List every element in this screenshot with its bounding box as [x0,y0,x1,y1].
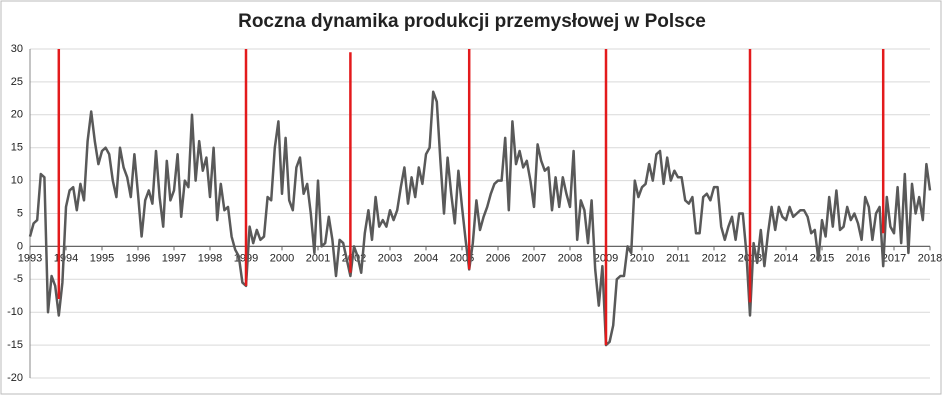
x-tick-label: 2017 [882,252,906,264]
x-tick-label: 2014 [774,252,798,264]
y-tick-label: 5 [17,207,23,219]
y-tick-label: 15 [11,142,23,154]
x-tick-label: 1993 [18,252,42,264]
x-tick-label: 2006 [486,252,510,264]
x-tick-label: 2004 [414,252,438,264]
y-tick-label: 25 [11,76,23,88]
x-tick-label: 2001 [306,252,330,264]
x-tick-label: 1994 [54,252,78,264]
x-tick-label: 1996 [126,252,150,264]
x-tick-label: 2000 [270,252,294,264]
y-tick-label: 30 [11,43,23,55]
y-tick-label: -5 [13,273,23,285]
x-tick-label: 2010 [630,252,654,264]
x-tick-label: 1995 [90,252,114,264]
x-tick-label: 2018 [918,252,942,264]
data-line [28,90,932,347]
x-tick-label: 2012 [702,252,726,264]
y-tick-label: 20 [11,109,23,121]
x-tick-label: 1998 [198,252,222,264]
y-tick-label: 10 [11,175,23,187]
chart-title: Roczna dynamika produkcji przemysłowej w… [238,11,706,32]
y-tick-label: -20 [7,372,23,384]
x-tick-label: 2007 [522,252,546,264]
x-tick-label: 2003 [378,252,402,264]
y-tick-label: 0 [17,240,23,252]
x-tick-label: 1997 [162,252,186,264]
x-tick-label: 2008 [558,252,582,264]
y-tick-label: -10 [7,306,23,318]
x-tick-label: 2015 [810,252,834,264]
x-tick-label: 2011 [666,252,690,264]
y-tick-label: -15 [7,339,23,351]
x-tick-label: 2016 [846,252,870,264]
